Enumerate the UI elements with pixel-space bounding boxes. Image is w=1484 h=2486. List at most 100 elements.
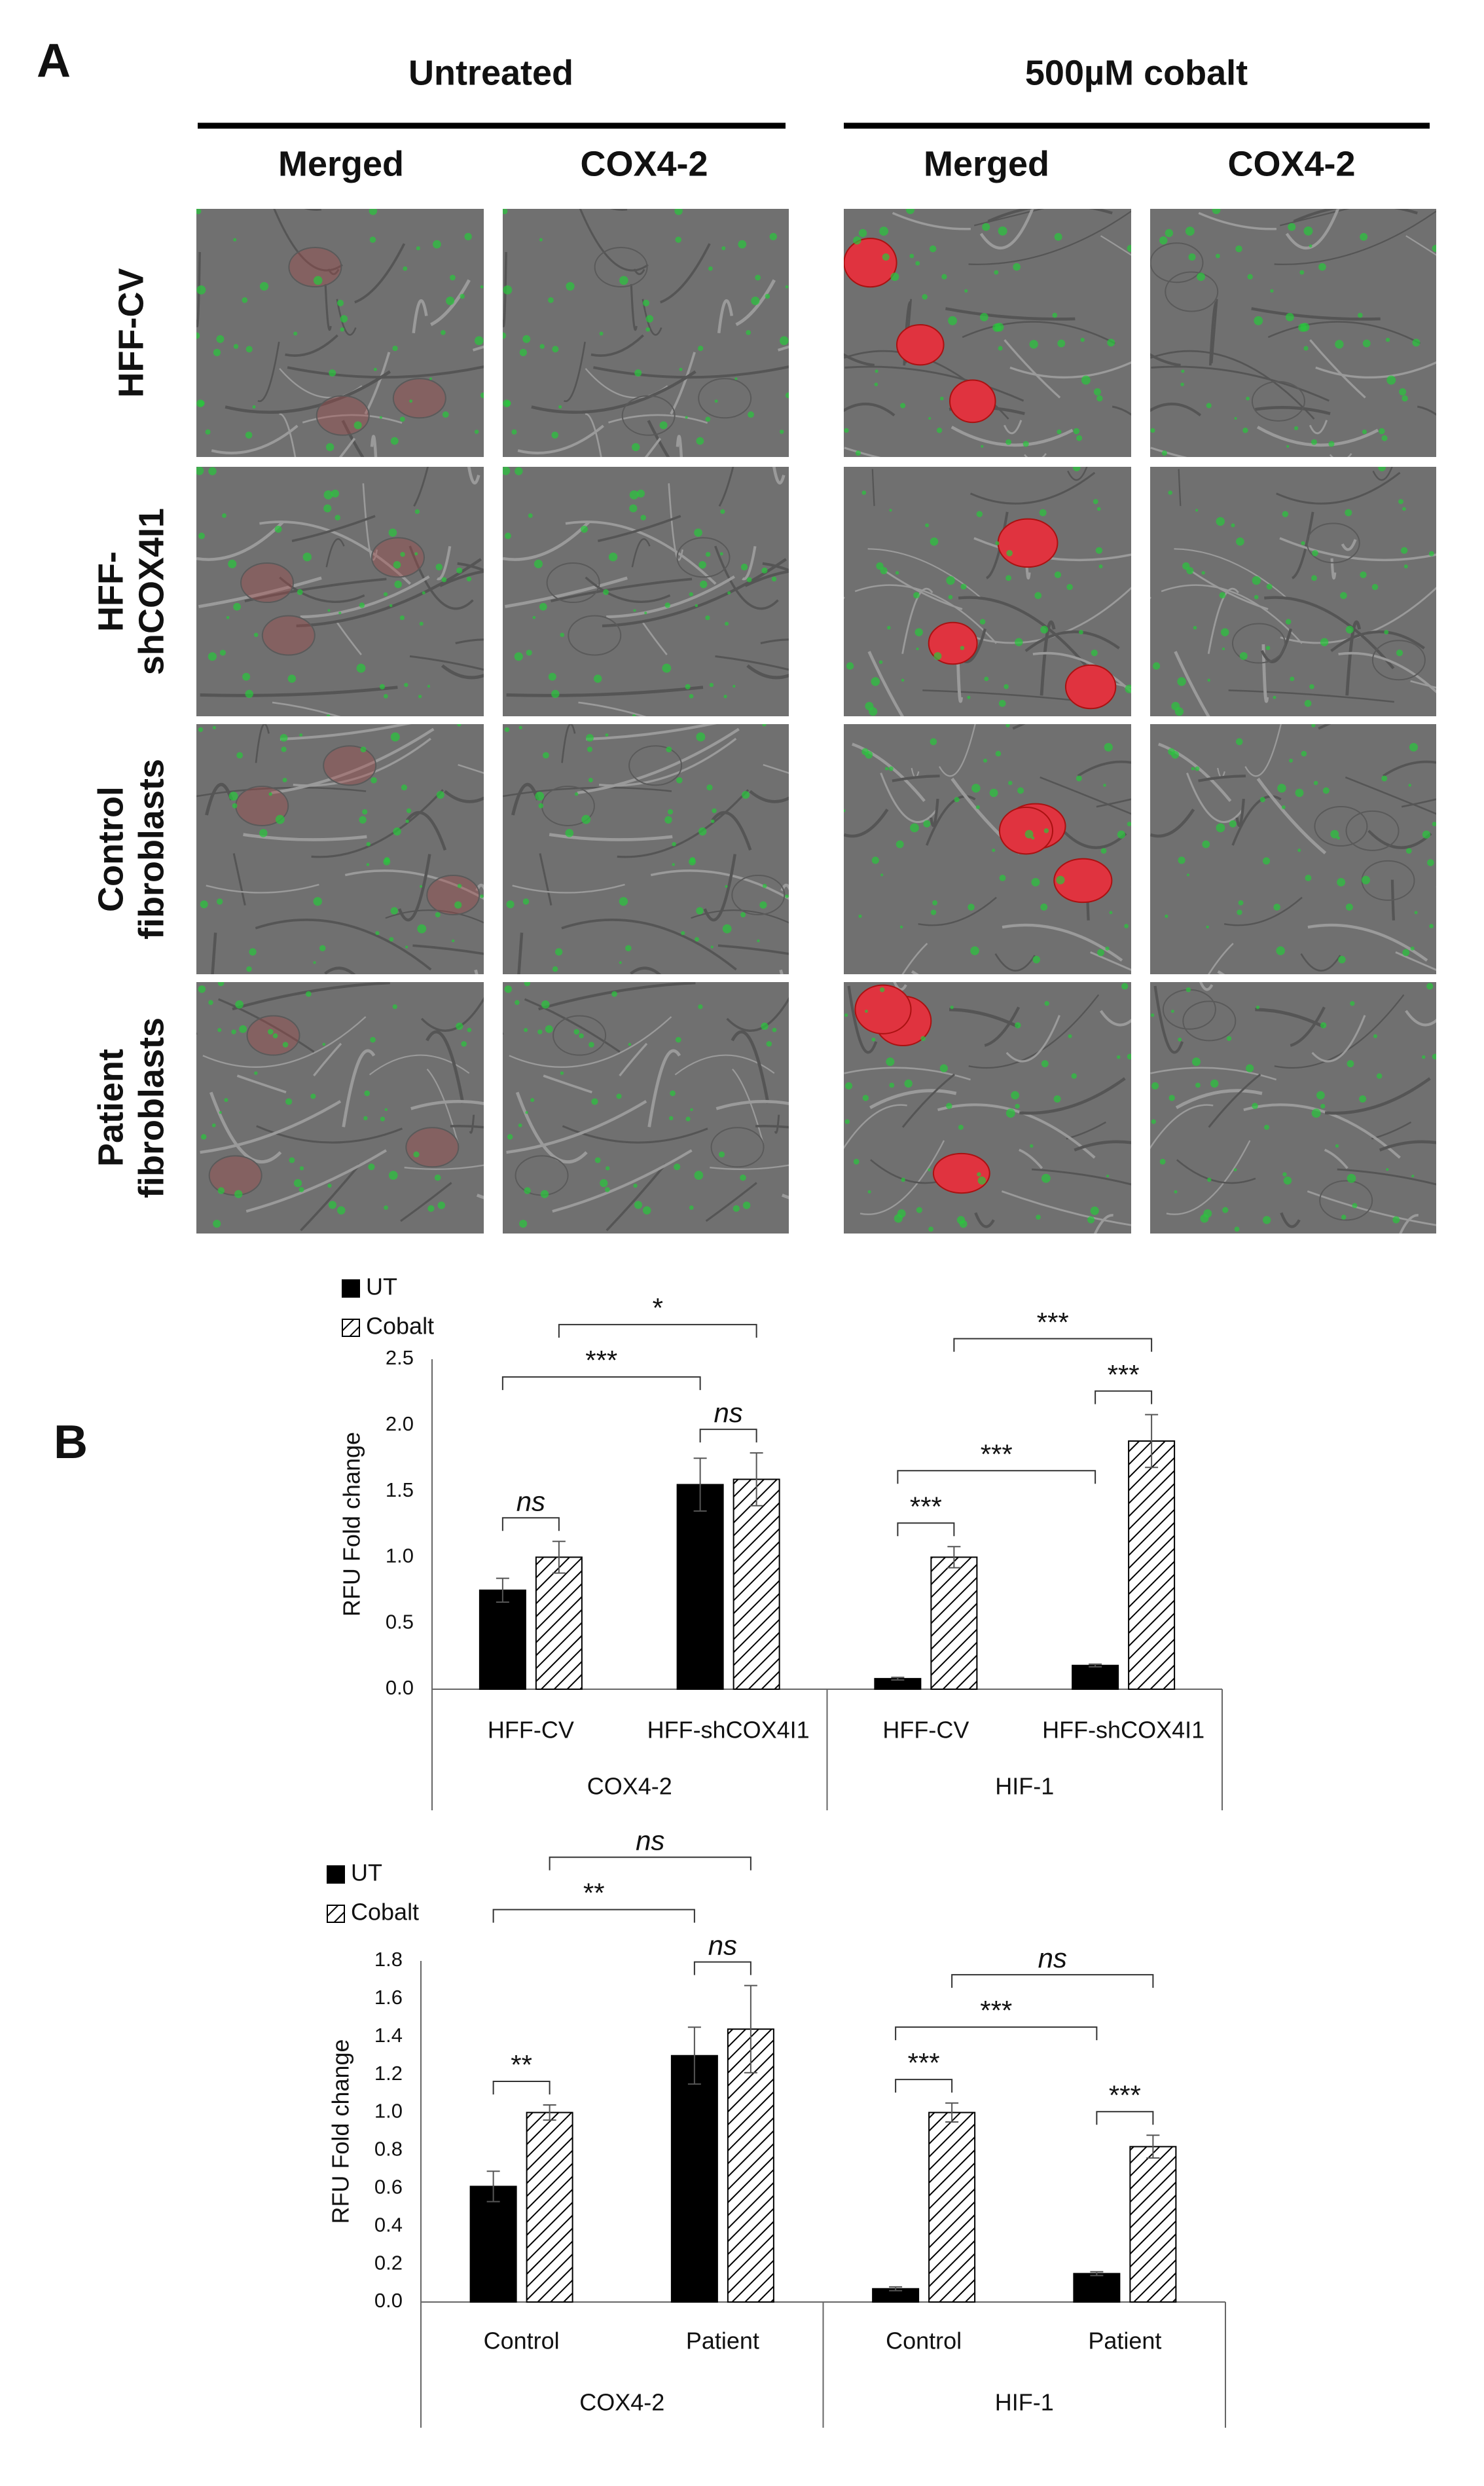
cell-edge xyxy=(412,944,484,955)
error-bar xyxy=(693,1457,707,1512)
green-signal xyxy=(675,1036,681,1043)
cell-edge xyxy=(236,1074,287,1093)
cell-edge xyxy=(563,341,586,403)
green-signal xyxy=(390,437,399,445)
y-tick-label: 1.0 xyxy=(374,2100,403,2123)
cell-edge xyxy=(578,701,647,716)
cell-edge xyxy=(503,521,590,561)
green-signal xyxy=(880,873,884,877)
nucleus-outline xyxy=(1251,380,1305,422)
green-signal xyxy=(981,445,984,448)
green-signal xyxy=(399,416,405,422)
cell-edge xyxy=(958,596,1090,670)
green-signal xyxy=(599,331,604,336)
green-signal xyxy=(629,504,638,513)
green-signal xyxy=(861,490,867,495)
nucleus-outline xyxy=(1314,806,1368,847)
green-signal xyxy=(1320,638,1329,646)
green-signal xyxy=(1335,1144,1339,1148)
cell-edge xyxy=(412,299,428,334)
green-signal xyxy=(1294,426,1299,431)
cell-edge xyxy=(968,994,1100,1069)
nucleus xyxy=(949,379,996,424)
error-bar xyxy=(1145,1414,1159,1469)
cell-edge xyxy=(325,538,345,568)
green-signal xyxy=(1264,1124,1269,1130)
green-signal xyxy=(274,525,282,533)
green-signal xyxy=(779,336,789,346)
green-signal xyxy=(441,330,446,335)
green-signal xyxy=(328,1201,336,1209)
cell-edge xyxy=(1367,830,1432,849)
green-signal xyxy=(1405,848,1412,854)
green-signal xyxy=(706,784,713,791)
row-label: shCOX4I1 xyxy=(132,508,171,675)
green-signal xyxy=(1107,338,1115,347)
green-signal xyxy=(606,1166,610,1171)
row-label: fibroblasts xyxy=(132,759,171,940)
green-signal xyxy=(362,809,368,815)
green-signal xyxy=(503,467,511,475)
significance-bracket xyxy=(1095,1390,1153,1404)
cell-edge xyxy=(668,483,683,561)
green-signal xyxy=(946,576,955,585)
significance-label: ** xyxy=(583,1878,605,1909)
green-signal xyxy=(1277,784,1286,793)
nucleus-outline xyxy=(1165,271,1219,312)
cell-edge xyxy=(225,370,391,414)
cell-edge xyxy=(1210,299,1218,364)
green-signal xyxy=(1201,571,1205,575)
green-signal xyxy=(1125,684,1131,693)
green-signal xyxy=(1282,511,1289,517)
green-signal xyxy=(1127,822,1131,827)
cell-edge xyxy=(1315,361,1436,379)
cell-edge xyxy=(1067,467,1088,481)
green-signal xyxy=(975,805,980,809)
green-signal xyxy=(1311,724,1316,727)
cell-edge xyxy=(647,420,670,457)
green-signal xyxy=(984,676,989,682)
green-signal xyxy=(1104,742,1113,752)
green-signal xyxy=(1286,445,1290,448)
micrograph xyxy=(503,209,789,457)
cell-edge xyxy=(1300,953,1341,972)
green-signal xyxy=(710,945,714,949)
green-signal xyxy=(1299,270,1305,275)
green-signal xyxy=(1041,1173,1051,1183)
green-signal xyxy=(480,285,484,289)
green-signal xyxy=(282,1042,289,1048)
green-signal xyxy=(1360,232,1368,241)
green-signal xyxy=(1338,955,1346,964)
green-signal xyxy=(524,982,531,987)
significance-label: ** xyxy=(511,2049,532,2080)
green-signal xyxy=(1402,507,1406,511)
green-signal xyxy=(1054,232,1062,241)
green-signal xyxy=(751,297,760,306)
cell-edge xyxy=(717,299,734,334)
cell-edge xyxy=(1329,452,1352,457)
green-signal xyxy=(246,966,252,972)
green-signal xyxy=(369,236,376,243)
green-signal xyxy=(1093,388,1101,396)
nucleus xyxy=(998,807,1054,855)
green-signal xyxy=(1032,955,1041,964)
green-signal xyxy=(696,907,704,915)
green-signal xyxy=(1093,499,1098,505)
green-signal xyxy=(844,1119,850,1124)
green-signal xyxy=(1215,253,1220,259)
green-signal xyxy=(960,646,965,650)
cell-edge xyxy=(617,789,750,858)
green-signal xyxy=(685,684,691,689)
green-signal xyxy=(696,437,704,445)
cell-edge xyxy=(674,1054,775,1076)
green-signal xyxy=(896,840,904,849)
nucleus-outline xyxy=(288,246,342,287)
green-signal xyxy=(1301,541,1305,545)
nucleus-outline xyxy=(731,874,786,915)
significance-label: ns xyxy=(636,1825,664,1856)
cell-edge xyxy=(1024,630,1120,652)
green-signal xyxy=(1427,859,1434,866)
green-signal xyxy=(930,537,939,546)
cell-edge xyxy=(244,577,387,602)
green-signal xyxy=(545,1025,553,1033)
